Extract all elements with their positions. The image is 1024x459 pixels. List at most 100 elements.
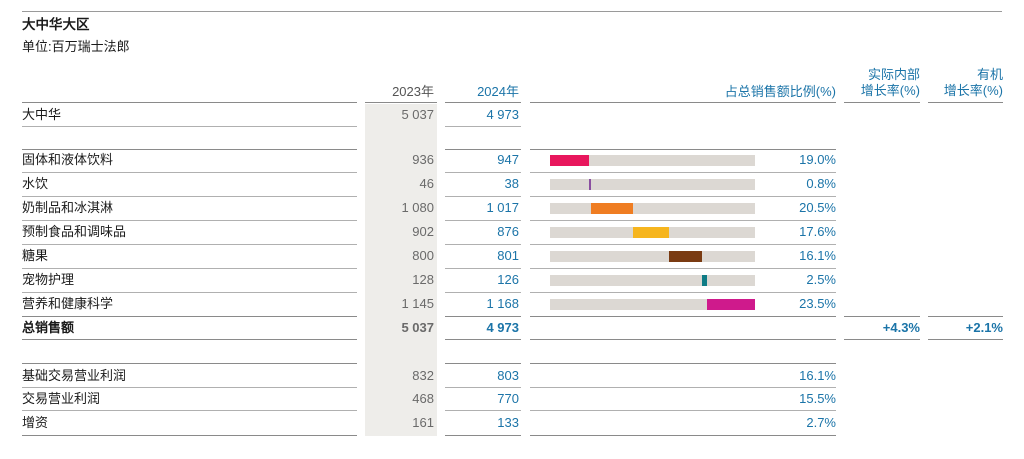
profit-2024: 803 [497, 368, 519, 383]
rule-categories-top [22, 149, 357, 150]
total-rule-top [445, 316, 521, 317]
profit-share: 2.7% [806, 415, 836, 430]
share-bar-track [550, 155, 755, 166]
region-2023: 5 037 [401, 107, 434, 122]
rule-categories-top-2024 [445, 149, 521, 150]
row-rule [445, 244, 521, 245]
table-rule-bottom [445, 435, 521, 436]
category-share: 23.5% [799, 296, 836, 311]
rule-categories-top-share [530, 149, 836, 150]
profit-rule-top [445, 363, 521, 364]
profit-2023: 161 [412, 415, 434, 430]
rule-header-2023 [365, 102, 437, 103]
category-2023: 902 [412, 224, 434, 239]
category-label: 宠物护理 [22, 272, 75, 287]
top-rule [22, 11, 1002, 12]
header-rig-line1: 实际内部 [867, 67, 920, 82]
profit-share: 15.5% [799, 391, 836, 406]
row-rule [530, 268, 836, 269]
row-rule [530, 244, 836, 245]
category-2023: 800 [412, 248, 434, 263]
profit-rule-top [530, 363, 836, 364]
category-2023: 128 [412, 272, 434, 287]
table-rule-bottom [530, 435, 836, 436]
profit-label: 增资 [22, 415, 49, 430]
share-bar-track [550, 251, 755, 262]
share-bar-segment [706, 299, 755, 310]
share-bar-track [550, 179, 755, 190]
total-rule-bottom [928, 339, 1003, 340]
share-bar-segment [550, 155, 589, 166]
row-rule [22, 172, 357, 173]
category-label: 固体和液体饮料 [22, 152, 114, 167]
row-rule [22, 387, 357, 388]
section-title: 大中华大区 [22, 17, 90, 32]
row-rule [445, 387, 521, 388]
row-rule [22, 292, 357, 293]
total-og: +2.1% [965, 320, 1003, 335]
row-rule [530, 172, 836, 173]
profit-label: 交易营业利润 [22, 391, 101, 406]
total-rule-bottom [445, 339, 521, 340]
profit-2023: 468 [412, 391, 434, 406]
category-2024: 1 168 [486, 296, 519, 311]
row-rule [530, 292, 836, 293]
share-bar-segment [701, 275, 707, 286]
profit-2024: 770 [497, 391, 519, 406]
category-2023: 936 [412, 152, 434, 167]
share-bar-track [550, 227, 755, 238]
category-2024: 801 [497, 248, 519, 263]
total-rule-bottom [530, 339, 836, 340]
category-share: 0.8% [806, 176, 836, 191]
row-rule [530, 196, 836, 197]
total-label: 总销售额 [22, 320, 75, 335]
category-2024: 876 [497, 224, 519, 239]
rule-header-og [928, 102, 1003, 103]
share-bar-track [550, 203, 755, 214]
share-bar-track [550, 299, 755, 310]
header-rig-line2: 增长率(%) [860, 83, 920, 98]
category-label: 奶制品和冰淇淋 [22, 200, 114, 215]
category-share: 16.1% [799, 248, 836, 263]
total-rule-bottom [22, 339, 357, 340]
row-rule [445, 196, 521, 197]
row-rule [530, 387, 836, 388]
share-bar-segment [668, 251, 702, 262]
category-2023: 1 080 [401, 200, 434, 215]
table-rule-bottom [22, 435, 357, 436]
category-2024: 38 [504, 176, 519, 191]
profit-2024: 133 [497, 415, 519, 430]
header-og-line1: 有机 [976, 67, 1003, 82]
unit-label: 单位:百万瑞士法郎 [22, 39, 130, 54]
category-2024: 126 [497, 272, 519, 287]
total-rig: +4.3% [882, 320, 920, 335]
category-share: 17.6% [799, 224, 836, 239]
total-rule-top [22, 316, 357, 317]
row-rule [22, 410, 357, 411]
category-label: 糖果 [22, 248, 49, 263]
category-2024: 947 [497, 152, 519, 167]
total-rule-top [530, 316, 836, 317]
category-2024: 1 017 [486, 200, 519, 215]
header-share: 占总销售额比例(%) [724, 84, 836, 99]
region-2024: 4 973 [486, 107, 519, 122]
total-rule-top [844, 316, 920, 317]
row-rule [530, 220, 836, 221]
header-2024: 2024年 [477, 84, 519, 99]
rule-header-2024 [445, 102, 521, 103]
header-2023: 2023年 [392, 84, 434, 99]
profit-share: 16.1% [799, 368, 836, 383]
row-rule [445, 172, 521, 173]
row-rule [445, 220, 521, 221]
row-rule [445, 410, 521, 411]
rule-header-rig [844, 102, 920, 103]
share-bar-segment [590, 203, 633, 214]
region-label: 大中华 [22, 107, 62, 122]
rule-header-share [530, 102, 836, 103]
rule-header-label [22, 102, 357, 103]
row-rule [530, 410, 836, 411]
category-label: 营养和健康科学 [22, 296, 114, 311]
total-2023: 5 037 [401, 320, 434, 335]
category-2023: 46 [419, 176, 434, 191]
profit-2023: 832 [412, 368, 434, 383]
